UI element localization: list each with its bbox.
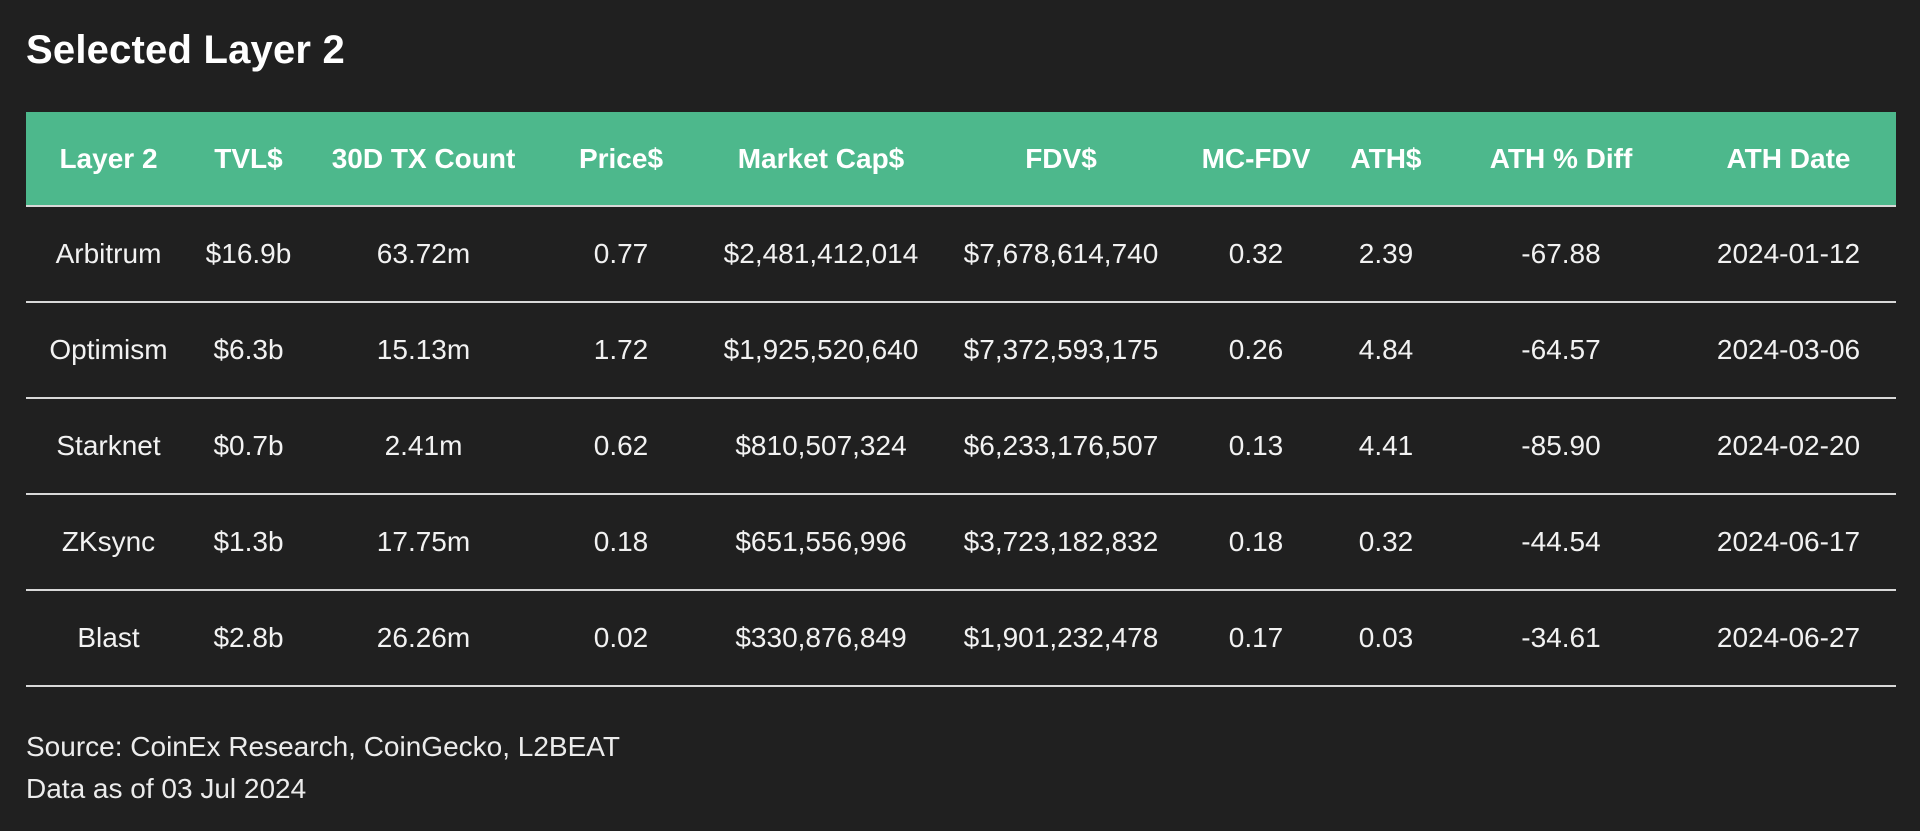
table-cell: 0.02 [593,622,649,653]
table-header-row: Layer 2 TVL$ 30D TX Count Price$ Market … [26,112,1896,206]
table-row: Optimism $6.3b 15.13m 1.72 $1,925,520,640 $7,… [26,302,1896,398]
header-cell: ATH$ [1350,142,1422,174]
table-cell: 63.72m [376,238,471,269]
table-cell: ZKsync [61,526,156,557]
table-cell: 1.72 [593,334,649,365]
table-cell: $6,233,176,507 [963,430,1159,461]
header-cell: ATH Date [1726,142,1851,174]
table-cell: $7,372,593,175 [963,334,1159,365]
table-cell: 2024-06-17 [1716,526,1861,557]
table-cell: 17.75m [376,526,471,557]
table-cell: 0.32 [1358,526,1414,557]
table-cell: $330,876,849 [735,622,907,653]
header-cell: MC-FDV [1201,142,1311,174]
header-cell: TVL$ [214,142,283,174]
table-cell: 2.41m [384,430,463,461]
table-cell: -85.90 [1521,430,1601,461]
table-cell: 4.84 [1358,334,1414,365]
table-cell: 2.39 [1358,238,1414,269]
table-row: Starknet $0.7b 2.41m 0.62 $810,507,324 $6,233… [26,398,1896,494]
layer2-table: Layer 2 TVL$ 30D TX Count Price$ Market … [26,112,1896,687]
table-cell: $0.7b [213,430,284,461]
table-cell: $16.9b [205,238,292,269]
table-cell: $1.3b [213,526,284,557]
table-cell: -34.61 [1521,622,1601,653]
table-cell: 4.41 [1358,430,1414,461]
table-cell: 2024-03-06 [1716,334,1861,365]
table-cell: 0.62 [593,430,649,461]
table-cell: 0.03 [1358,622,1414,653]
header-cell: Market Cap$ [737,142,905,174]
table-cell: 0.18 [1228,526,1284,557]
table-cell: $7,678,614,740 [963,238,1159,269]
table-cell: $3,723,182,832 [963,526,1159,557]
table-cell: $2.8b [213,622,284,653]
table-cell: -44.54 [1521,526,1601,557]
table-cell: Optimism [49,334,168,365]
table-cell: $810,507,324 [735,430,907,461]
table-row: Arbitrum $16.9b 63.72m 0.77 $2,481,412,014 $7… [26,206,1896,302]
table-cell: 0.26 [1228,334,1284,365]
table-cell: 0.18 [593,526,649,557]
header-cell: 30D TX Count [331,142,516,174]
header-cell: FDV$ [1025,142,1097,174]
table-cell: 0.13 [1228,430,1284,461]
header-cell: ATH % Diff [1489,142,1633,174]
table-cell: -64.57 [1521,334,1601,365]
table-cell: 15.13m [376,334,471,365]
table-cell: 0.32 [1228,238,1284,269]
chart-title: Selected Layer 2 [26,28,345,72]
table-cell: 2024-01-12 [1716,238,1861,269]
table-cell: $651,556,996 [735,526,907,557]
source-text: Source: CoinEx Research, CoinGecko, L2BE… [26,731,620,762]
table-body: Arbitrum $16.9b 63.72m 0.77 $2,481,412,014 $7… [26,206,1896,686]
table-row: ZKsync $1.3b 17.75m 0.18 $651,556,996 $3,723,… [26,494,1896,590]
header-cell: Layer 2 [59,142,158,174]
table-cell: $2,481,412,014 [723,238,919,269]
table-cell: Arbitrum [55,238,162,269]
table-cell: 2024-06-27 [1716,622,1861,653]
table-cell: $1,925,520,640 [723,334,919,365]
table-cell: Blast [77,622,140,653]
table-cell: 0.17 [1228,622,1284,653]
table-cell: $6.3b [213,334,284,365]
table-cell: 26.26m [376,622,471,653]
data-date-text: Data as of 03 Jul 2024 [26,773,307,804]
table-cell: 0.77 [593,238,649,269]
source-note: Source: CoinEx Research, CoinGecko, L2BE… [26,726,620,810]
table-cell: Starknet [56,430,161,461]
table-cell: 2024-02-20 [1716,430,1861,461]
header-cell: Price$ [578,142,664,174]
table-cell: -67.88 [1521,238,1601,269]
table-cell: $1,901,232,478 [963,622,1159,653]
table-row: Blast $2.8b 26.26m 0.02 $330,876,849 $1,901,2… [26,590,1896,686]
